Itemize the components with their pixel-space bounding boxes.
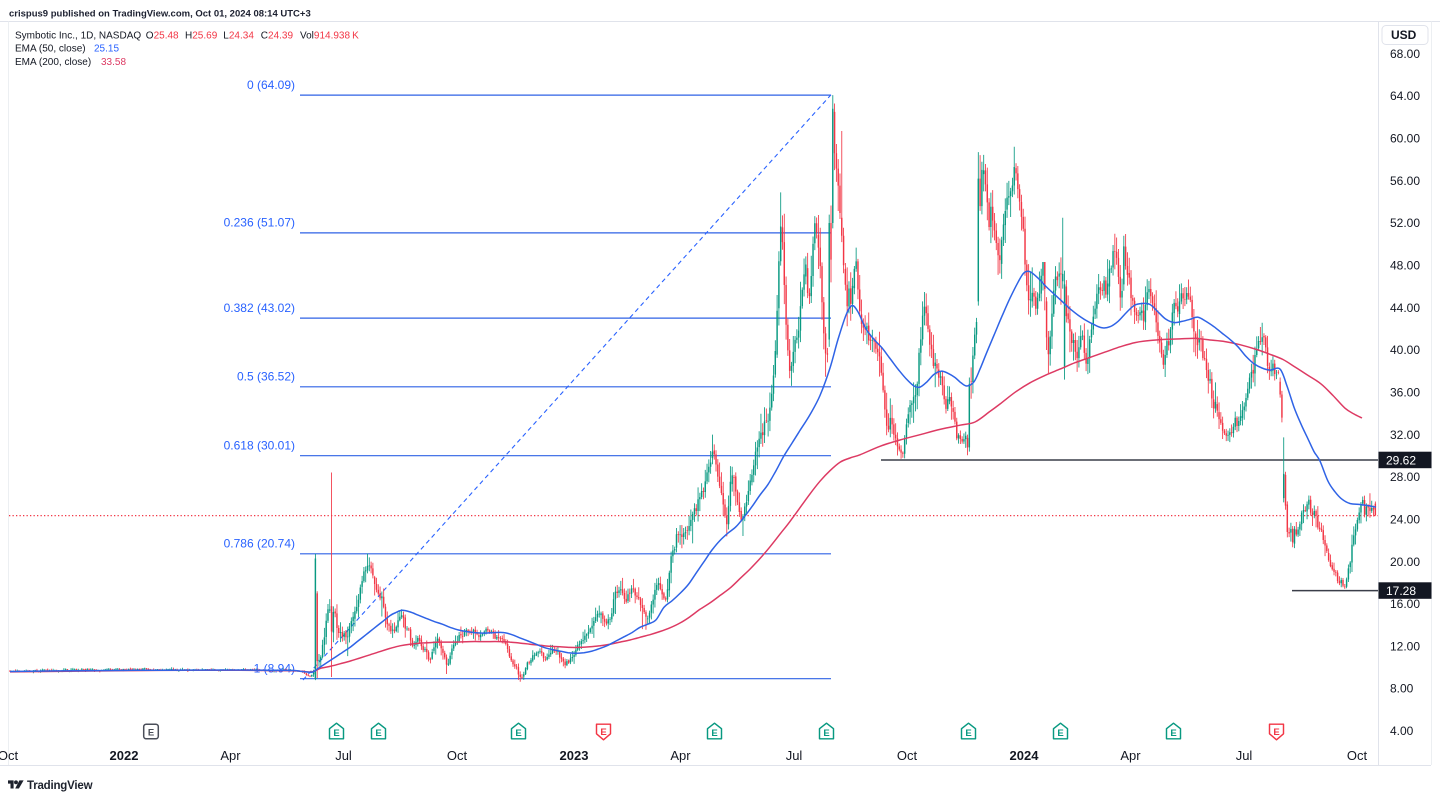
svg-text:E: E [333,728,339,739]
svg-text:Apr: Apr [220,748,241,763]
svg-text:E: E [148,727,154,738]
svg-text:2024: 2024 [1010,748,1040,763]
svg-text:E: E [965,728,971,739]
svg-text:4.00: 4.00 [1390,724,1414,738]
svg-text:Oct: Oct [1347,748,1368,763]
svg-text:E: E [375,728,381,739]
svg-text:2022: 2022 [110,748,139,763]
svg-text:0.5 (36.52): 0.5 (36.52) [237,370,295,384]
svg-text:68.00: 68.00 [1390,47,1420,61]
svg-text:Oct: Oct [447,748,468,763]
svg-text:E: E [1057,728,1063,739]
svg-text:2023: 2023 [560,748,589,763]
svg-text:crispus9 published on TradingV: crispus9 published on TradingView.com, O… [9,9,311,20]
svg-text:0.236 (51.07): 0.236 (51.07) [224,216,295,230]
svg-text:EMA (50, close)25.15: EMA (50, close) 25.15 [15,44,119,55]
svg-text:17.28: 17.28 [1386,584,1416,598]
svg-text:Oct: Oct [897,748,918,763]
svg-text:32.00: 32.00 [1390,428,1420,442]
svg-text:TradingView: TradingView [27,780,93,792]
svg-text:52.00: 52.00 [1390,216,1420,230]
svg-text:0 (64.09): 0 (64.09) [247,78,295,92]
svg-text:Jul: Jul [1236,748,1253,763]
svg-text:0.618 (30.01): 0.618 (30.01) [224,438,295,452]
svg-text:E: E [1273,727,1279,738]
svg-text:29.62: 29.62 [1386,453,1416,467]
svg-text:USD: USD [1391,28,1417,42]
svg-text:44.00: 44.00 [1390,301,1420,315]
svg-text:E: E [823,728,829,739]
svg-text:12.00: 12.00 [1390,639,1420,653]
svg-text:0.786 (20.74): 0.786 (20.74) [224,537,295,551]
svg-text:E: E [600,727,606,738]
svg-text:Apr: Apr [1120,748,1141,763]
svg-text:Jul: Jul [786,748,803,763]
svg-text:64.00: 64.00 [1390,89,1420,103]
svg-text:20.00: 20.00 [1390,555,1420,569]
svg-text:EMA (200, close)33.58: EMA (200, close) 33.58 [15,57,126,68]
svg-text:Apr: Apr [670,748,691,763]
svg-text:40.00: 40.00 [1390,343,1420,357]
svg-text:1 (8.94): 1 (8.94) [254,661,295,675]
svg-text:8.00: 8.00 [1390,682,1414,696]
svg-text:Jul: Jul [335,748,352,763]
svg-text:24.00: 24.00 [1390,512,1420,526]
svg-text:56.00: 56.00 [1390,174,1420,188]
svg-text:16.00: 16.00 [1390,597,1420,611]
svg-text:28.00: 28.00 [1390,470,1420,484]
svg-text:E: E [1170,728,1176,739]
svg-text:36.00: 36.00 [1390,385,1420,399]
svg-text:E: E [711,728,717,739]
svg-text:Oct: Oct [0,748,18,763]
svg-text:E: E [515,728,521,739]
svg-text:48.00: 48.00 [1390,259,1420,273]
svg-text:0.382 (43.02): 0.382 (43.02) [224,301,295,315]
svg-text:60.00: 60.00 [1390,132,1420,146]
